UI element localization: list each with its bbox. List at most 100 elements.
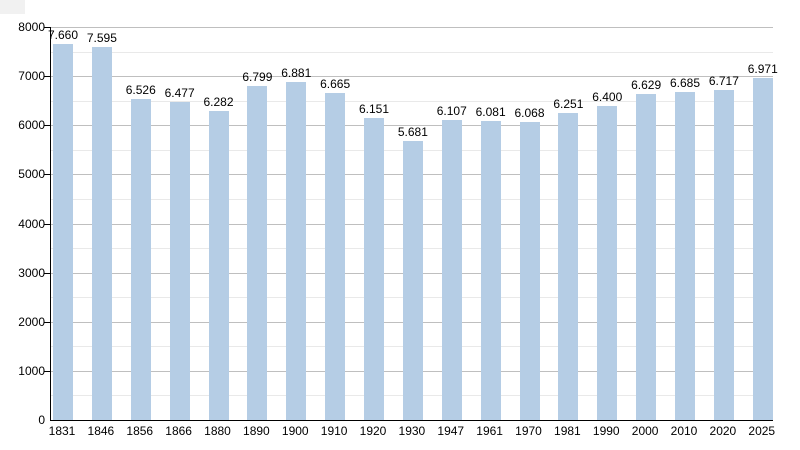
y-tick-mark (44, 223, 50, 225)
x-tick-label: 1866 (165, 424, 192, 438)
bar (597, 105, 618, 420)
bar-value-label: 6.282 (203, 95, 234, 110)
minor-gridline (51, 100, 773, 102)
x-label-slot: 1920 (360, 424, 387, 438)
x-label-slot: 1846 (88, 424, 115, 438)
bar-value-label: 6.665 (320, 76, 351, 91)
bar-value-label: 6.068 (514, 105, 545, 120)
bar (130, 99, 151, 420)
x-label-slot: 1866 (165, 424, 192, 438)
x-tick-label: 1970 (515, 424, 542, 438)
bar-value-label: 7.595 (86, 30, 117, 45)
bar-value-label: 6.081 (475, 105, 506, 120)
bar-value-label: 6.107 (436, 104, 467, 118)
bar-value-label: 5.681 (397, 124, 428, 139)
y-tick-mark (44, 76, 50, 78)
y-tick-label: 7000 (18, 69, 45, 84)
minor-gridline (51, 51, 773, 53)
y-tick-mark (44, 272, 50, 274)
bar-value-label: 6.685 (669, 75, 701, 90)
x-label-slot: 1880 (204, 424, 231, 438)
x-tick-label: 1880 (204, 424, 231, 438)
bar-value-label: 6.717 (708, 74, 739, 89)
bars-container: 7.660 7.595 6.526 6.477 6.282 6.799 6.881 6.665… (48, 27, 778, 420)
x-label-slot: 2000 (632, 424, 659, 438)
bar-slot: 6.282 (203, 27, 234, 420)
bar-value-label: 6.526 (125, 83, 156, 98)
bar-slot: 6.665 (320, 27, 350, 420)
x-label-slot: 1890 (243, 424, 270, 438)
y-tick-label: 5000 (18, 167, 45, 182)
plot-area: 7.660 7.595 6.526 6.477 6.282 6.799 6.881 6.665… (48, 27, 778, 421)
bar-value-label: 7.660 (47, 27, 79, 42)
y-axis-labels: 0 1000 2000 3000 4000 5000 6000 7000 8000 (0, 20, 45, 427)
bar-slot: 6.717 (709, 27, 739, 420)
bar-slot: 6.400 (592, 27, 622, 420)
bar (208, 111, 229, 420)
bar-value-label: 6.251 (553, 96, 584, 111)
bar-slot: 6.068 (514, 27, 545, 420)
x-tick-label: 1930 (398, 424, 426, 438)
x-tick-label: 1990 (592, 424, 620, 438)
bar (91, 46, 112, 420)
bar (519, 121, 540, 420)
y-tick-label: 8000 (18, 20, 45, 34)
x-tick-label: 1920 (359, 424, 387, 438)
bar (441, 120, 462, 420)
bar-slot: 6.151 (359, 27, 389, 420)
y-tick-label: 4000 (18, 216, 45, 231)
x-tick-label: 1831 (48, 424, 76, 438)
x-label-slot: 1910 (321, 424, 348, 438)
bar (286, 81, 307, 420)
bar-slot: 5.681 (398, 27, 428, 420)
bar (247, 86, 268, 420)
major-gridline (51, 125, 773, 127)
x-tick-label: 2020 (709, 424, 737, 438)
y-tick-mark (44, 174, 50, 176)
bar-value-label: 6.400 (592, 89, 623, 104)
bar-slot: 6.107 (437, 27, 467, 420)
y-tick-label: 2000 (18, 314, 45, 329)
corner-artifact (0, 0, 25, 14)
x-label-slot: 2010 (671, 424, 698, 438)
x-tick-label: 1900 (281, 424, 309, 438)
bar-value-label: 6.629 (631, 78, 662, 93)
bar-slot: 6.477 (165, 27, 195, 420)
bar-value-label: 6.881 (281, 65, 312, 80)
y-tick-mark (44, 321, 50, 323)
y-axis-ticks (44, 27, 50, 420)
y-tick-label: 0 (38, 413, 45, 427)
bar-slot: 7.660 (48, 27, 78, 420)
bar-value-label: 6.799 (242, 70, 273, 84)
x-tick-label: 2010 (670, 424, 698, 438)
x-tick-label: 2000 (631, 424, 659, 438)
y-tick-mark (44, 27, 50, 28)
x-axis-labels: 1831 1846 1856 1866 1880 1890 1900 1910 1920 1930… (48, 424, 775, 438)
x-label-slot: 2020 (710, 424, 737, 438)
x-label-slot: 1990 (593, 424, 620, 438)
bar-slot: 6.685 (670, 27, 700, 420)
x-label-slot: 1981 (554, 424, 581, 438)
bar-slot: 7.595 (87, 27, 117, 420)
major-gridline (51, 76, 773, 78)
bar-slot: 6.081 (476, 27, 506, 420)
x-tick-label: 1846 (87, 424, 115, 438)
x-label-slot: 1970 (515, 424, 542, 438)
y-tick-label: 6000 (18, 118, 45, 133)
x-label-slot: 1900 (282, 424, 309, 438)
bar-slot: 6.799 (242, 27, 272, 420)
x-tick-label: 1910 (320, 424, 348, 438)
bar (713, 90, 734, 420)
bar (364, 117, 384, 420)
x-tick-label: 1947 (437, 424, 465, 438)
x-label-slot: 1856 (126, 424, 153, 438)
y-tick-mark (44, 370, 50, 372)
bar-slot: 6.971 (748, 27, 778, 420)
x-tick-label: 1961 (476, 424, 503, 438)
bar (675, 91, 695, 420)
major-gridline (51, 27, 773, 28)
x-label-slot: 1930 (399, 424, 426, 438)
x-label-slot: 1947 (437, 424, 464, 438)
bar-slot: 6.881 (281, 27, 311, 420)
